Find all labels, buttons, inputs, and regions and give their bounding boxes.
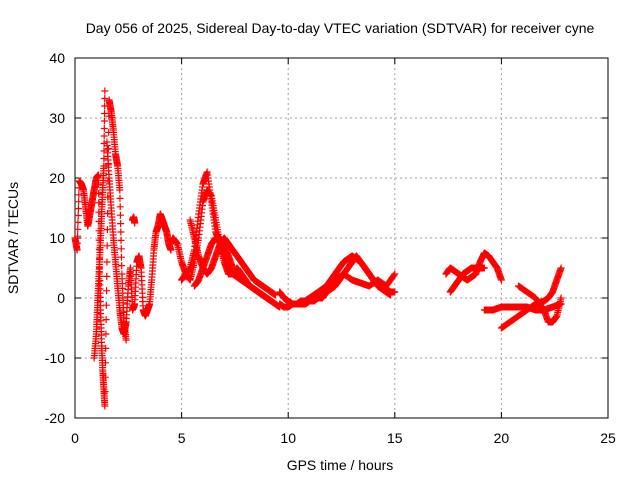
data-point: [267, 297, 275, 305]
data-point: [74, 212, 82, 219]
y-ticks: -20 -10 0 10 20 30 40: [45, 50, 608, 426]
data-point: [131, 219, 139, 227]
data-point: [74, 205, 82, 213]
y-tick-label: 20: [49, 170, 65, 186]
data-point: [74, 232, 82, 240]
data-point: [497, 276, 505, 284]
series-sdtvar_g: [190, 234, 237, 290]
series-sdtvar_b: [103, 138, 175, 338]
data-point: [101, 95, 109, 102]
data-point: [116, 203, 124, 211]
data-point: [387, 291, 395, 299]
data-point: [100, 125, 108, 132]
data-point: [116, 211, 124, 219]
data-point: [391, 270, 399, 278]
x-tick-label: 10: [280, 430, 296, 446]
data-point: [95, 199, 103, 207]
series-sdtvar_f: [186, 216, 279, 299]
data-point: [95, 180, 103, 188]
y-tick-label: -20: [45, 410, 65, 426]
data-point: [100, 155, 108, 162]
x-tick-label: 25: [600, 430, 616, 446]
series-sdtvar_i: [276, 252, 395, 308]
y-axis-label: SDTVAR / TECUs: [5, 182, 21, 294]
series-sdtvar_j: [306, 270, 399, 302]
data-point: [101, 388, 109, 396]
data-points: [71, 87, 565, 410]
data-point: [101, 373, 109, 381]
data-point: [103, 242, 111, 250]
data-point: [117, 253, 125, 261]
data-point: [101, 102, 109, 110]
data-point: [101, 402, 109, 410]
data-point: [116, 186, 124, 194]
data-point: [480, 264, 488, 272]
data-point: [75, 198, 83, 206]
x-tick-label: 5: [178, 430, 186, 446]
data-point: [74, 225, 82, 233]
series-sdtvar_o: [514, 282, 565, 326]
x-tick-label: 15: [387, 430, 403, 446]
data-point: [116, 194, 124, 202]
data-point: [117, 228, 125, 236]
data-point: [74, 218, 82, 226]
data-point: [100, 162, 108, 170]
data-point: [100, 117, 108, 125]
x-axis-label: GPS time / hours: [287, 457, 394, 473]
data-point: [100, 132, 108, 140]
data-point: [101, 359, 109, 367]
y-tick-label: 30: [49, 110, 65, 126]
y-tick-label: 40: [49, 50, 65, 66]
data-point: [557, 264, 565, 272]
data-point: [271, 291, 279, 299]
series-sdtvar_c: [129, 213, 139, 227]
data-point: [390, 271, 398, 279]
data-point: [73, 239, 81, 247]
data-point: [103, 258, 111, 266]
data-point: [101, 87, 109, 95]
series-sdtvar_a2: [90, 87, 109, 362]
x-tick-label: 20: [494, 430, 510, 446]
y-tick-label: 0: [57, 290, 65, 306]
data-point: [103, 287, 111, 295]
data-point: [117, 236, 125, 244]
data-point: [73, 246, 81, 254]
data-point: [102, 344, 110, 352]
data-point: [229, 264, 237, 272]
series-sdtvar_l: [446, 264, 488, 296]
data-point: [122, 336, 130, 344]
data-point: [167, 246, 175, 254]
data-point: [118, 262, 126, 270]
data-point: [391, 288, 399, 296]
data-point: [102, 330, 110, 338]
y-tick-label: 10: [49, 230, 65, 246]
data-point: [117, 220, 125, 228]
x-tick-label: 0: [71, 430, 79, 446]
x-ticks: 0 5 10 15 20 25: [71, 58, 616, 446]
data-point: [103, 272, 111, 280]
data-point: [557, 294, 565, 302]
data-point: [101, 110, 109, 117]
series-sdtvar_n: [497, 264, 565, 332]
data-point: [95, 190, 103, 198]
y-tick-label: -10: [45, 350, 65, 366]
chart-title: Day 056 of 2025, Sidereal Day-to-day VTE…: [86, 20, 595, 36]
data-point: [102, 301, 110, 309]
data-point: [102, 316, 110, 324]
grid-lines: [75, 58, 608, 418]
data-point: [117, 245, 125, 253]
